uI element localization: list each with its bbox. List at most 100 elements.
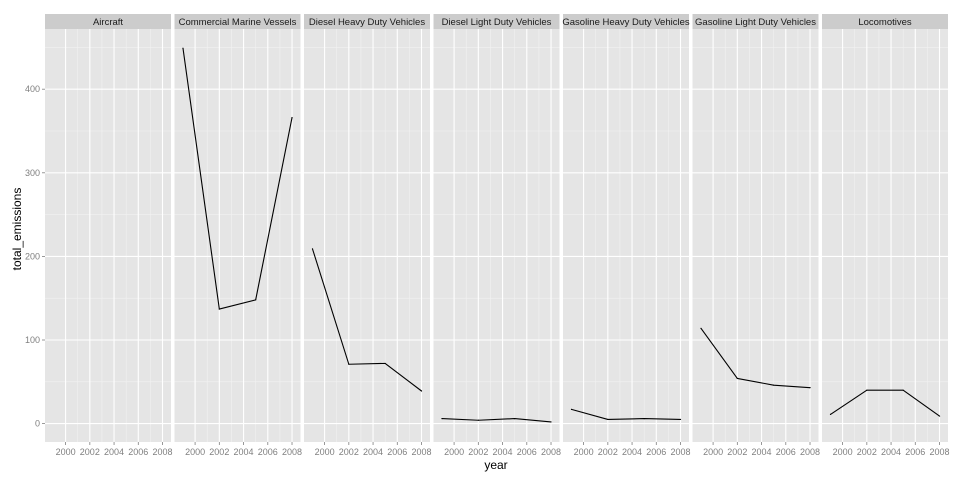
x-tick-label: 2002 [727,447,747,457]
x-tick-label: 2004 [622,447,642,457]
x-tick-label: 2004 [881,447,901,457]
x-tick-label: 2000 [444,447,464,457]
series-line [571,408,681,420]
data-point [348,363,350,365]
x-tick-label: 2004 [363,447,383,457]
data-point [291,117,293,119]
facet-panel: Diesel Light Duty Vehicles 2000 2002 2004 20… [433,14,561,457]
data-point [829,413,832,416]
panel-background [822,29,948,442]
data-point [902,389,904,391]
strip-background [174,14,301,29]
data-point [477,419,479,421]
y-axis-title: total_emissions [10,188,24,271]
strip-background [45,14,171,29]
x-tick-label: 2002 [209,447,229,457]
data-point [643,417,645,420]
x-tick-label: 2000 [574,447,594,457]
strip-label: Diesel Heavy Duty Vehicles [309,17,425,28]
panel-background [563,29,689,442]
facet-panel: Diesel Heavy Duty Vehicles 2000 2002 2004 20… [304,14,432,457]
data-point [938,415,941,417]
data-point [384,362,386,365]
x-tick-label: 2002 [857,447,877,457]
series-line [830,389,940,417]
strip-label: Gasoline Heavy Duty Vehicles [562,17,690,28]
x-tick-label: 2006 [646,447,666,457]
panel-background [45,29,171,442]
facet-panel: Aircraft 2000 2002 2004 2006 2008 [45,14,173,457]
x-tick-label: 2004 [234,447,254,457]
x-tick-label: 2000 [56,447,76,457]
data-point [700,327,702,329]
x-tick-label: 2008 [671,447,691,457]
y-tick-label: 200 [25,251,40,261]
x-tick-label: 2006 [905,447,925,457]
strip-background [563,14,689,29]
strip-background [304,14,430,29]
x-tick-label: 2002 [80,447,100,457]
strip-label: Commercial Marine Vessels [179,17,297,28]
x-axis-title: year [484,458,507,472]
y-tick-label: 400 [25,84,40,94]
x-tick-label: 2002 [598,447,618,457]
x-tick-label: 2002 [468,447,488,457]
y-tick-label: 100 [25,335,40,345]
data-point [182,47,184,49]
facet-panel: Gasoline Light Duty Vehicles 2000 2002 2004… [692,14,820,457]
strip-label: Gasoline Light Duty Vehicles [695,17,816,28]
x-tick-label: 2008 [153,447,173,457]
series-line [182,48,293,310]
strip-label: Locomotives [858,17,912,28]
x-tick-label: 2004 [752,447,772,457]
x-tick-label: 2000 [315,447,335,457]
x-tick-label: 2008 [541,447,561,457]
x-tick-label: 2008 [412,447,432,457]
data-point [679,418,682,421]
x-tick-label: 2006 [387,447,407,457]
facet-panel: Commercial Marine Vessels 2000 2002 2004 200… [174,14,302,457]
x-tick-label: 2008 [282,447,302,457]
x-tick-label: 2000 [185,447,205,457]
data-point [420,390,423,392]
x-tick-label: 2008 [930,447,950,457]
data-point [441,417,443,420]
facet-panel: Locomotives 2000 2002 2004 2006 2008 [822,14,950,457]
strip-label: Diesel Light Duty Vehicles [442,17,552,28]
y-tick-label: 0 [35,419,40,429]
facet-panel: Gasoline Heavy Duty Vehicles 2000 2002 2004… [562,14,691,457]
data-point [866,389,868,391]
strip-background [822,14,948,29]
panel-background [433,29,560,442]
data-point [255,299,257,301]
x-tick-label: 2006 [517,447,537,457]
data-point [550,421,552,423]
x-tick-label: 2008 [800,447,820,457]
data-point [570,408,573,410]
x-tick-label: 2006 [128,447,148,457]
data-point [514,417,516,420]
y-tick-label: 300 [25,168,40,178]
data-point [736,377,738,380]
strip-label: Aircraft [93,17,123,28]
x-tick-label: 2006 [258,447,278,457]
data-point [809,387,811,389]
strip-background [433,14,560,29]
strip-background [692,14,819,29]
series-line [700,327,811,389]
panel-background [304,29,430,442]
panel-background [692,29,819,442]
data-point [607,418,609,421]
x-tick-label: 2000 [703,447,723,457]
y-axis: 0 100 200 300 400 [25,84,45,429]
x-tick-label: 2004 [493,447,513,457]
series-line [441,418,552,423]
data-point [218,308,220,310]
data-point [773,384,775,386]
x-tick-label: 2002 [339,447,359,457]
data-point [311,248,314,250]
panel-background [174,29,301,442]
x-tick-label: 2004 [104,447,124,457]
